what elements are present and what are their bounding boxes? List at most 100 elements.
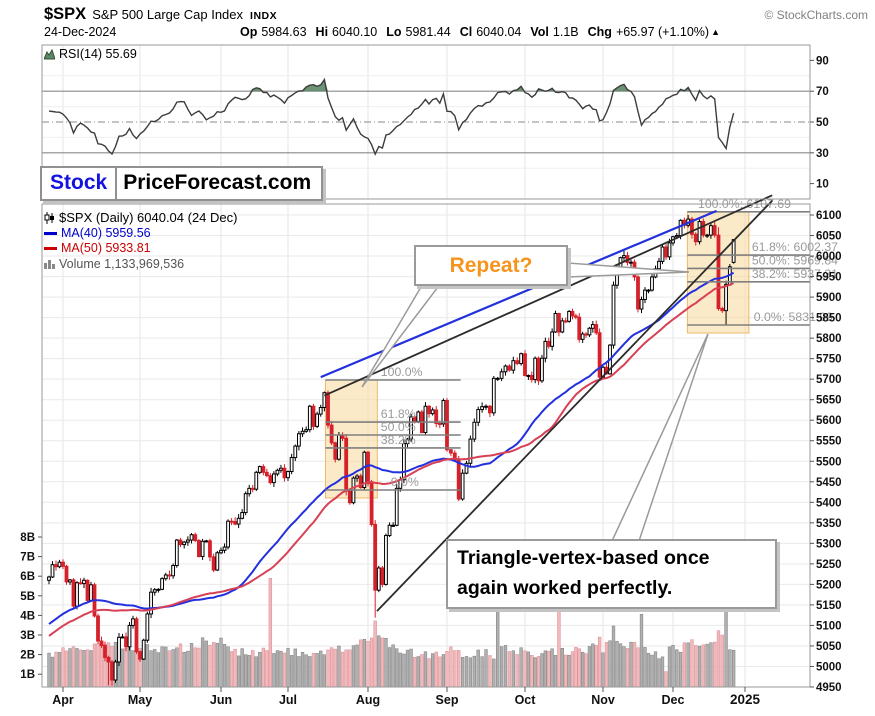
price-tick: 5000 bbox=[816, 661, 842, 673]
price-tick: 5850 bbox=[816, 313, 842, 325]
stockpriceforecast-watermark: Stock PriceForecast.com bbox=[40, 166, 324, 201]
stockcharts-copyright: © StockCharts.com bbox=[764, 8, 868, 22]
volume-tick: 4B bbox=[20, 610, 35, 622]
price-tick: 6050 bbox=[816, 231, 842, 243]
volume-tick: 3B bbox=[20, 630, 35, 642]
watermark-stock: Stock bbox=[40, 166, 118, 201]
fib1-label: 38.2% bbox=[381, 433, 416, 447]
trendline-support-black bbox=[376, 200, 773, 612]
price-tick: 5650 bbox=[816, 395, 842, 407]
symbol: $SPX bbox=[44, 5, 87, 23]
fib1-label: 100.0% bbox=[381, 365, 423, 379]
volume-tick: 7B bbox=[20, 552, 35, 564]
month-tick: Apr bbox=[52, 693, 74, 707]
price-tick: 5800 bbox=[816, 333, 842, 345]
quote-chg-value: +65.97 (+1.10%) bbox=[615, 25, 710, 39]
repeat-tail-left bbox=[361, 286, 440, 388]
ohlc-quote-row: Op 5984.63 Hi 6040.10 Lo 5981.44 Cl 6040.04 Vol 1… bbox=[231, 25, 720, 39]
month-tick: Jul bbox=[279, 693, 297, 707]
fib2-label: 0.0%: 5831.99 bbox=[754, 310, 833, 324]
price-tick: 5500 bbox=[816, 456, 842, 468]
repeat-annotation: Repeat? bbox=[414, 245, 568, 286]
quote-op-label: Op bbox=[240, 25, 258, 39]
ma50-line bbox=[48, 282, 734, 637]
ma50-swatch bbox=[44, 247, 57, 251]
rsi-tick: 70 bbox=[816, 86, 829, 98]
month-tick: Nov bbox=[591, 693, 615, 707]
volume-tick: 6B bbox=[20, 571, 35, 583]
month-tick: Jun bbox=[210, 693, 232, 707]
fib1-label: 50.0% bbox=[381, 420, 416, 434]
trendline-resistance-black bbox=[323, 194, 773, 397]
repeat-annotation-text: Repeat? bbox=[449, 253, 533, 277]
fib2-label: 50.0%: 5969.84 bbox=[752, 253, 838, 267]
rsi-area-icon bbox=[44, 48, 55, 59]
candlesticks bbox=[47, 215, 736, 686]
price-tick: 5300 bbox=[816, 538, 842, 550]
watermark-priceforecast: PriceForecast.com bbox=[117, 166, 324, 201]
rsi-overbought-fill bbox=[49, 79, 734, 92]
price-tick: 5050 bbox=[816, 641, 842, 653]
legend-ma50-label: MA(50) 5933.81 bbox=[61, 241, 151, 255]
price-tick: 6100 bbox=[816, 210, 842, 222]
price-tick: 5600 bbox=[816, 415, 842, 427]
price-tick: 5950 bbox=[816, 272, 842, 284]
legend-volume: Volume 1,133,969,536 bbox=[44, 257, 237, 273]
rsi-label: RSI(14) 55.69 bbox=[59, 47, 137, 61]
quote-vol-value: 1.1B bbox=[552, 25, 579, 39]
rsi-legend: RSI(14) 55.69 bbox=[44, 47, 137, 61]
repeat-tail-right bbox=[567, 262, 690, 278]
volume-bars-icon bbox=[44, 260, 55, 270]
quote-hi-value: 6040.10 bbox=[332, 25, 378, 39]
price-tick: 5200 bbox=[816, 579, 842, 591]
price-tick: 5100 bbox=[816, 620, 842, 632]
callout-tails bbox=[361, 262, 709, 542]
quote-vol-label: Vol bbox=[530, 25, 549, 39]
candlestick-icon bbox=[44, 211, 54, 224]
legend-ma50: MA(50) 5933.81 bbox=[44, 241, 237, 257]
rsi-tick: 50 bbox=[816, 117, 829, 129]
legend-spx-label: $SPX (Daily) 6040.04 (24 Dec) bbox=[59, 210, 238, 225]
price-tick: 5150 bbox=[816, 600, 842, 612]
volume-tick: 1B bbox=[20, 669, 35, 681]
price-tick: 4950 bbox=[816, 682, 842, 694]
main-chart-legend: $SPX (Daily) 6040.04 (24 Dec) MA(40) 595… bbox=[44, 210, 237, 272]
price-tick: 5700 bbox=[816, 374, 842, 386]
price-tick: 5350 bbox=[816, 518, 842, 530]
fib-retracement-1-lines: 100.0% 61.8%50.0%38.2% 0.0% bbox=[325, 365, 461, 491]
quote-op-value: 5984.63 bbox=[261, 25, 307, 39]
month-tick: Oct bbox=[515, 693, 537, 707]
volume-tick: 2B bbox=[20, 650, 35, 662]
price-tick: 5450 bbox=[816, 477, 842, 489]
fib2-label: 38.2%: 5937.31 bbox=[752, 267, 838, 281]
quote-lo-label: Lo bbox=[386, 25, 402, 39]
fib1-label: 61.8% bbox=[381, 407, 416, 421]
volume-tick: 8B bbox=[20, 532, 35, 544]
month-tick: 2025 bbox=[730, 692, 761, 707]
symbol-exchange: INDX bbox=[250, 10, 278, 22]
legend-volume-label: Volume 1,133,969,536 bbox=[59, 256, 185, 271]
month-tick: Dec bbox=[662, 693, 685, 707]
chart-header: $SPX S&P 500 Large Cap Index INDX bbox=[44, 5, 277, 24]
quote-cl-value: 6040.04 bbox=[476, 25, 522, 39]
rsi-tick: 10 bbox=[816, 179, 829, 191]
quote-hi-label: Hi bbox=[315, 25, 329, 39]
change-up-arrow: ▲ bbox=[711, 27, 720, 37]
rsi-tick: 30 bbox=[816, 148, 829, 160]
price-tick: 6000 bbox=[816, 251, 842, 263]
price-tick: 5750 bbox=[816, 354, 842, 366]
chart-date: 24-Dec-2024 bbox=[44, 25, 117, 39]
price-tick: 5900 bbox=[816, 292, 842, 304]
rsi-line bbox=[48, 77, 735, 156]
rsi-tick: 90 bbox=[816, 55, 829, 67]
volume-tick: 5B bbox=[20, 591, 35, 603]
fib1-label: 0.0% bbox=[391, 475, 419, 489]
axis-labels: 6100 6050 6000 5950 5900 5850 5800 5750 5700 5650… bbox=[20, 55, 841, 707]
legend-ma40: MA(40) 5959.56 bbox=[44, 226, 237, 242]
triangle-tail bbox=[610, 333, 709, 542]
quote-lo-value: 5981.44 bbox=[405, 25, 451, 39]
month-tick: Sep bbox=[436, 693, 459, 707]
